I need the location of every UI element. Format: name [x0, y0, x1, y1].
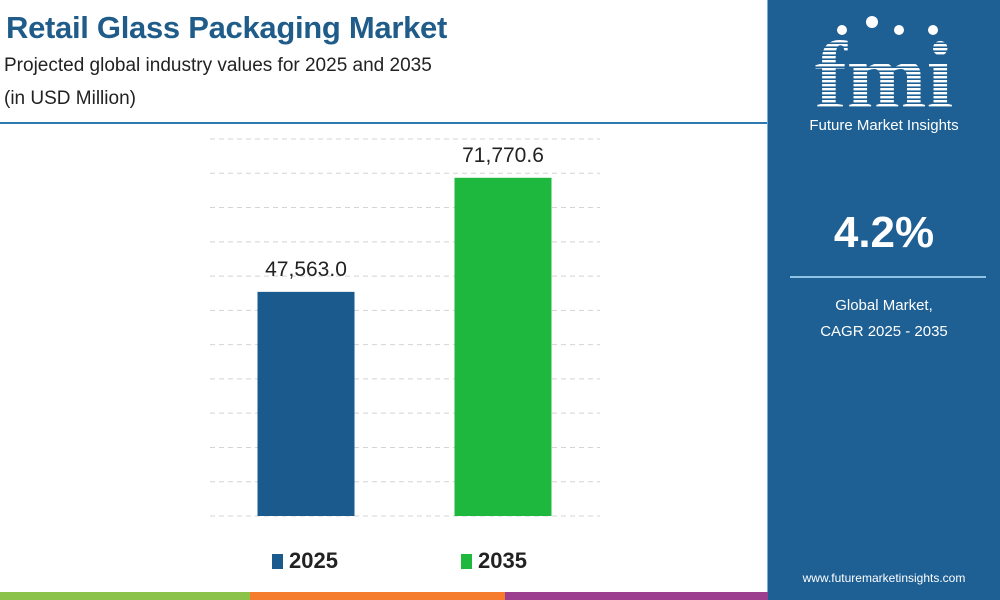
legend-label-2035: 2035 [478, 548, 527, 573]
legend-label-2025: 2025 [289, 548, 338, 573]
cagr-label: Global Market, CAGR 2025 - 2035 [768, 293, 1000, 345]
bar-2035 [454, 177, 552, 516]
cagr-value: 4.2% [833, 208, 935, 257]
legend-swatch-2025 [272, 553, 283, 569]
brand-panel: fmi Future Market Insights 4.2% Global M… [768, 0, 1000, 600]
value-label-2025: 47,563.0 [265, 258, 347, 281]
logo-figure-icon [837, 25, 847, 35]
stripe-orange [250, 592, 505, 600]
logo-globe-icon [866, 16, 878, 28]
fmi-logo-text: fmi [815, 22, 954, 120]
legend-item-2035: 2035 [461, 548, 527, 574]
cagr-label-line2: CAGR 2025 - 2035 [820, 323, 948, 340]
legend-swatch-2035 [461, 553, 472, 569]
chart-subtitle: Projected global industry values for 202… [4, 55, 432, 76]
header-divider [0, 122, 767, 124]
cagr-label-line1: Global Market, [835, 297, 933, 314]
chart-bars [257, 177, 552, 516]
bar-chart: 47,563.0 71,770.6 [210, 138, 600, 517]
stripe-blue [768, 592, 1000, 600]
chart-unit: (in USD Million) [4, 88, 136, 109]
chart-title: Retail Glass Packaging Market [6, 10, 447, 45]
stripe-purple [505, 592, 768, 600]
stripe-green [0, 592, 250, 600]
value-label-2035: 71,770.6 [462, 144, 544, 167]
logo-person-icon-2 [928, 25, 938, 35]
brand-name: Future Market Insights [809, 117, 959, 134]
chart-value-labels: 47,563.0 71,770.6 [265, 144, 544, 281]
legend-item-2025: 2025 [272, 548, 338, 574]
bar-2025 [257, 291, 355, 516]
logo-person-icon [894, 25, 904, 35]
panel-divider [790, 276, 986, 278]
website-link[interactable]: www.futuremarketinsights.com [802, 571, 966, 585]
fmi-logo: fmi [815, 16, 954, 120]
